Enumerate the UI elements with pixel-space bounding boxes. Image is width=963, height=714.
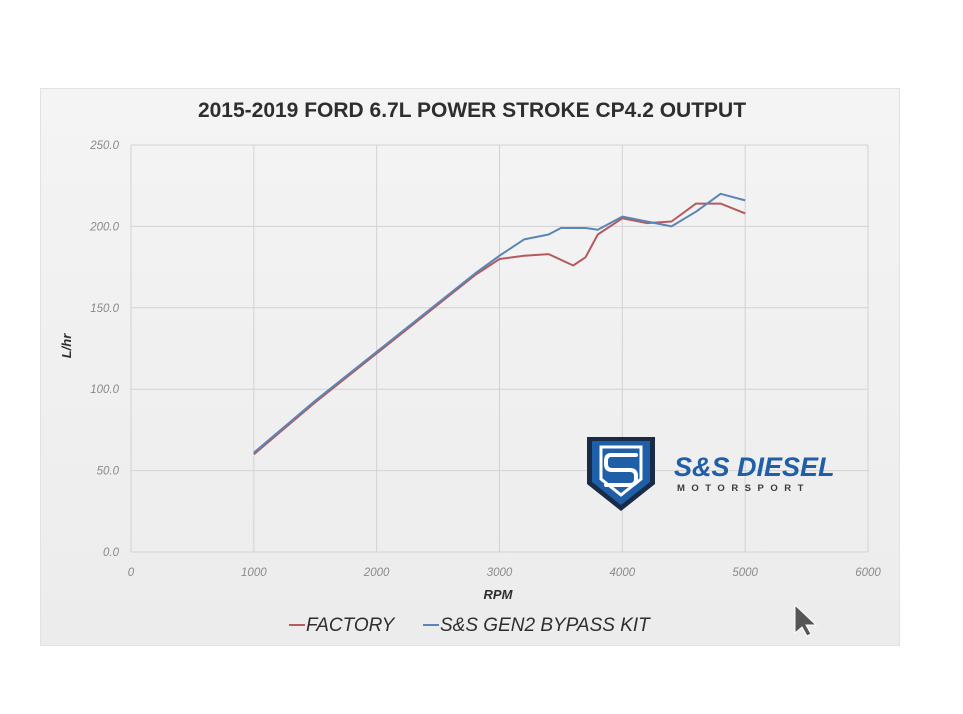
mouse-cursor-icon (793, 603, 819, 637)
ss-shield-icon (587, 437, 655, 511)
y-tick-label: 0.0 (103, 547, 120, 559)
series-line-bypass-kit (253, 192, 746, 454)
chart-title: 2015-2019 FORD 6.7L POWER STROKE CP4.2 O… (198, 99, 746, 122)
x-axis-label: RPM (484, 587, 514, 602)
ss-diesel-logo: S&S DIESEL MOTORSPORT (587, 437, 835, 511)
legend-label-factory: FACTORY (306, 615, 396, 636)
chart-svg: 2015-2019 FORD 6.7L POWER STROKE CP4.2 O… (59, 99, 881, 636)
y-tick-label: 250.0 (89, 140, 119, 152)
y-tick-label: 200.0 (89, 221, 119, 233)
y-tick-label: 150.0 (90, 303, 119, 315)
series-layer (253, 192, 746, 456)
logo-tagline: MOTORSPORT (677, 483, 810, 494)
y-axis-label: L/hr (59, 333, 74, 358)
series-line-factory (253, 202, 746, 456)
x-tick-label: 6000 (855, 567, 881, 579)
x-tick-label: 2000 (363, 567, 390, 579)
x-tick-label: 5000 (732, 567, 758, 579)
x-tick-label: 1000 (241, 567, 267, 579)
x-tick-label: 3000 (487, 567, 513, 579)
x-tick-label: 0 (128, 567, 135, 579)
y-tick-label: 100.0 (90, 384, 119, 396)
logo-name: S&S DIESEL (674, 452, 835, 482)
chart-card: 2015-2019 FORD 6.7L POWER STROKE CP4.2 O… (40, 88, 900, 646)
x-tick-label: 4000 (610, 567, 636, 579)
y-tick-label: 50.0 (97, 466, 120, 478)
legend-label-bypass: S&S GEN2 BYPASS KIT (440, 615, 651, 636)
legend: FACTORY S&S GEN2 BYPASS KIT (289, 615, 651, 636)
tick-layer: 0 1000 2000 3000 4000 5000 6000 0.0 50.0 100.0 150… (89, 140, 881, 579)
